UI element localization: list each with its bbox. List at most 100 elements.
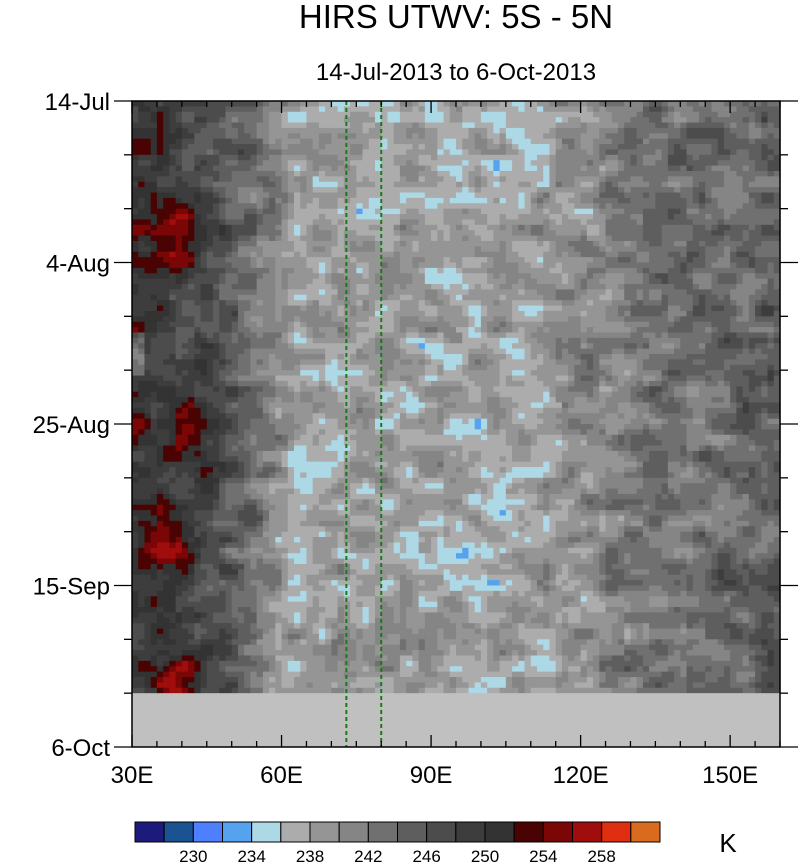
field-cell — [443, 316, 451, 323]
field-cell — [138, 111, 146, 118]
field-cell — [225, 122, 233, 129]
field-cell — [362, 127, 370, 134]
field-cell — [175, 316, 183, 323]
field-cell — [618, 257, 625, 264]
field-cell — [586, 354, 594, 360]
field-cell — [524, 224, 532, 231]
field-cell — [300, 111, 308, 118]
field-cell — [680, 337, 688, 344]
field-cell — [599, 117, 607, 124]
field-cell — [368, 176, 376, 183]
field-cell — [262, 240, 270, 247]
field-cell — [574, 278, 582, 285]
field-cell — [188, 337, 195, 344]
field-cell — [605, 278, 613, 285]
field-cell — [144, 284, 152, 291]
field-cell — [593, 181, 600, 188]
field-cell — [574, 122, 582, 129]
field-cell — [505, 208, 513, 215]
field-cell — [262, 337, 270, 344]
field-cell — [674, 230, 681, 237]
field-cell — [350, 278, 357, 285]
field-cell — [699, 273, 706, 280]
field-cell — [655, 267, 663, 274]
field-cell — [256, 154, 264, 161]
field-cell — [244, 240, 251, 247]
field-cell — [630, 321, 638, 328]
field-cell — [655, 240, 663, 247]
field-cell — [300, 224, 308, 231]
field-cell — [742, 316, 750, 323]
field-cell — [636, 257, 644, 264]
field-cell — [611, 240, 619, 247]
field-cell — [387, 337, 395, 344]
field-cell — [424, 332, 432, 339]
field-cell — [512, 251, 519, 258]
field-cell — [767, 251, 775, 258]
field-cell — [730, 170, 737, 177]
field-cell — [586, 305, 594, 312]
plot-area — [131, 100, 781, 748]
field-cell — [412, 278, 420, 285]
field-cell — [431, 208, 438, 215]
field-cell — [761, 257, 769, 264]
field-cell — [449, 262, 457, 269]
field-cell — [237, 197, 245, 204]
field-cell — [200, 138, 208, 145]
field-cell — [256, 133, 264, 140]
field-cell — [561, 127, 569, 134]
field-cell — [530, 257, 538, 264]
field-cell — [375, 192, 382, 199]
field-cell — [381, 337, 389, 344]
field-cell — [524, 354, 532, 360]
field-cell — [213, 267, 220, 274]
field-cell — [194, 257, 202, 264]
field-cell — [437, 219, 445, 226]
field-cell — [188, 240, 195, 247]
field-cell — [325, 149, 332, 156]
field-cell — [568, 273, 575, 280]
field-cell — [275, 284, 283, 291]
field-cell — [194, 219, 202, 226]
field-cell — [624, 316, 632, 323]
field-cell — [474, 278, 482, 285]
field-cell — [755, 122, 762, 129]
field-cell — [599, 354, 607, 360]
field-cell — [748, 192, 756, 199]
field-cell — [468, 332, 476, 339]
field-cell — [431, 192, 438, 199]
field-cell — [219, 246, 227, 253]
field-cell — [431, 230, 438, 237]
field-cell — [680, 144, 688, 151]
field-cell — [393, 154, 401, 161]
field-cell — [181, 240, 189, 247]
field-cell — [200, 240, 208, 247]
field-cell — [368, 203, 376, 210]
field-cell — [244, 289, 251, 296]
field-cell — [181, 246, 189, 253]
field-cell — [331, 284, 339, 291]
field-cell — [443, 337, 451, 344]
field-cell — [256, 327, 264, 334]
field-cell — [462, 337, 470, 344]
field-cell — [480, 294, 488, 301]
field-cell — [499, 106, 507, 113]
field-cell — [574, 219, 582, 226]
field-cell — [642, 332, 650, 339]
field-cell — [561, 208, 569, 215]
field-cell — [443, 208, 451, 215]
field-cell — [686, 101, 694, 107]
field-cell — [312, 122, 320, 129]
field-cell — [312, 170, 320, 177]
field-cell — [406, 106, 413, 113]
field-cell — [269, 332, 276, 339]
field-cell — [132, 224, 139, 231]
field-cell — [163, 176, 170, 183]
field-cell — [487, 187, 494, 194]
field-cell — [318, 138, 326, 145]
field-cell — [574, 101, 582, 107]
field-cell — [375, 251, 382, 258]
field-cell — [456, 197, 463, 204]
field-cell — [219, 235, 227, 242]
field-cell — [512, 278, 519, 285]
